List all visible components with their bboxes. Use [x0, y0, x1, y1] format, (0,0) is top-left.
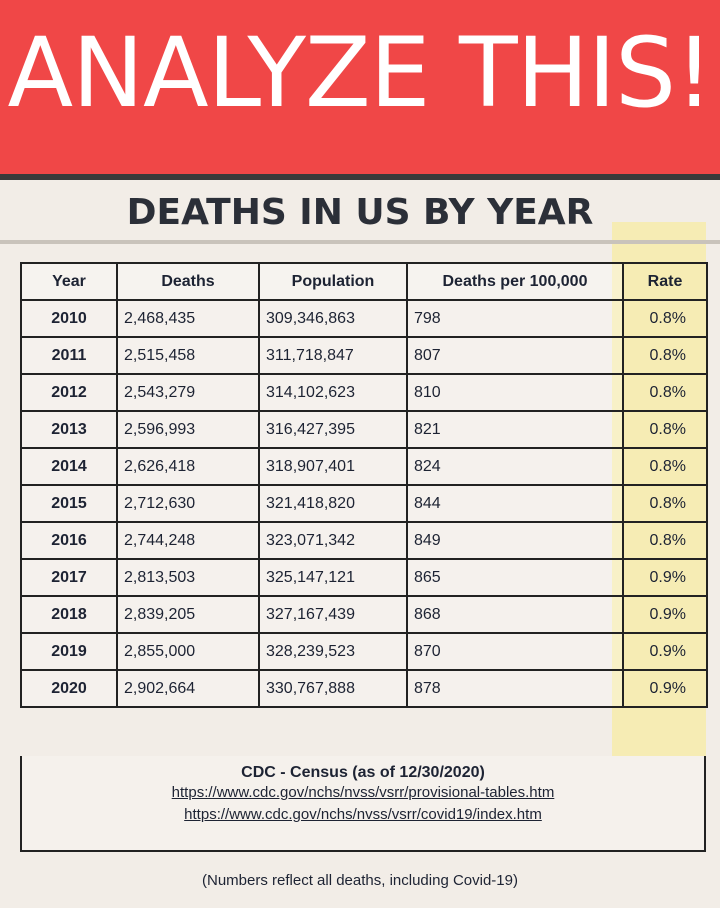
table-row: 2011 2,515,458 311,718,847 807 0.8%: [20, 336, 708, 375]
cell-year: 2017: [20, 558, 118, 597]
cell-deaths: 2,515,458: [116, 336, 260, 375]
cell-deaths-per-100000: 810: [406, 373, 624, 412]
cell-year: 2014: [20, 447, 118, 486]
cell-year: 2013: [20, 410, 118, 449]
table-row: 2017 2,813,503 325,147,121 865 0.9%: [20, 558, 708, 597]
cell-population: 328,239,523: [258, 632, 408, 671]
table-header-row: Year Deaths Population Deaths per 100,00…: [20, 262, 708, 301]
table-row: 2010 2,468,435 309,346,863 798 0.8%: [20, 299, 708, 338]
cell-population: 330,767,888: [258, 669, 408, 708]
cell-deaths: 2,712,630: [116, 484, 260, 523]
cell-deaths-per-100000: 878: [406, 669, 624, 708]
cell-year: 2019: [20, 632, 118, 671]
cell-deaths: 2,543,279: [116, 373, 260, 412]
table-row: 2015 2,712,630 321,418,820 844 0.8%: [20, 484, 708, 523]
cell-rate: 0.9%: [622, 595, 708, 634]
cell-rate: 0.8%: [622, 521, 708, 560]
cell-year: 2010: [20, 299, 118, 338]
cell-population: 314,102,623: [258, 373, 408, 412]
cell-deaths: 2,813,503: [116, 558, 260, 597]
header-rate: Rate: [622, 262, 708, 301]
cell-deaths-per-100000: 824: [406, 447, 624, 486]
cell-deaths: 2,855,000: [116, 632, 260, 671]
table-row: 2018 2,839,205 327,167,439 868 0.9%: [20, 595, 708, 634]
title-divider: [0, 240, 720, 244]
cell-deaths: 2,626,418: [116, 447, 260, 486]
cell-deaths: 2,596,993: [116, 410, 260, 449]
cell-rate: 0.9%: [622, 632, 708, 671]
cell-population: 323,071,342: [258, 521, 408, 560]
cell-year: 2018: [20, 595, 118, 634]
cell-population: 327,167,439: [258, 595, 408, 634]
cell-deaths-per-100000: 821: [406, 410, 624, 449]
header-deaths: Deaths: [116, 262, 260, 301]
cell-deaths: 2,468,435: [116, 299, 260, 338]
cell-rate: 0.8%: [622, 373, 708, 412]
cell-deaths-per-100000: 868: [406, 595, 624, 634]
cell-deaths-per-100000: 807: [406, 336, 624, 375]
source-link-covid19[interactable]: https://www.cdc.gov/nchs/nvss/vsrr/covid…: [184, 806, 542, 823]
cell-deaths: 2,839,205: [116, 595, 260, 634]
cell-deaths-per-100000: 849: [406, 521, 624, 560]
cell-rate: 0.9%: [622, 669, 708, 708]
cell-population: 321,418,820: [258, 484, 408, 523]
banner-headline: ANALYZE THIS!: [7, 17, 713, 129]
source-title: CDC - Census (as of 12/30/2020): [241, 764, 485, 781]
cell-deaths-per-100000: 798: [406, 299, 624, 338]
cell-year: 2015: [20, 484, 118, 523]
cell-population: 316,427,395: [258, 410, 408, 449]
banner: ANALYZE THIS!: [0, 0, 720, 180]
cell-population: 325,147,121: [258, 558, 408, 597]
cell-rate: 0.8%: [622, 410, 708, 449]
table-row: 2019 2,855,000 328,239,523 870 0.9%: [20, 632, 708, 671]
cell-rate: 0.9%: [622, 558, 708, 597]
cell-year: 2012: [20, 373, 118, 412]
cell-year: 2011: [20, 336, 118, 375]
cell-rate: 0.8%: [622, 336, 708, 375]
cell-deaths-per-100000: 844: [406, 484, 624, 523]
cell-rate: 0.8%: [622, 447, 708, 486]
source-link-provisional-tables[interactable]: https://www.cdc.gov/nchs/nvss/vsrr/provi…: [171, 784, 555, 801]
table-row: 2013 2,596,993 316,427,395 821 0.8%: [20, 410, 708, 449]
footnote: (Numbers reflect all deaths, including C…: [202, 872, 518, 889]
table-row: 2014 2,626,418 318,907,401 824 0.8%: [20, 447, 708, 486]
table-row: 2020 2,902,664 330,767,888 878 0.9%: [20, 669, 708, 708]
header-population: Population: [258, 262, 408, 301]
source-box: CDC - Census (as of 12/30/2020) https://…: [20, 756, 706, 852]
cell-population: 309,346,863: [258, 299, 408, 338]
cell-rate: 0.8%: [622, 299, 708, 338]
cell-deaths-per-100000: 865: [406, 558, 624, 597]
cell-deaths: 2,902,664: [116, 669, 260, 708]
table-row: 2016 2,744,248 323,071,342 849 0.8%: [20, 521, 708, 560]
document-title: DEATHS IN US BY YEAR: [126, 192, 594, 233]
cell-rate: 0.8%: [622, 484, 708, 523]
cell-deaths-per-100000: 870: [406, 632, 624, 671]
cell-deaths: 2,744,248: [116, 521, 260, 560]
cell-year: 2020: [20, 669, 118, 708]
cell-year: 2016: [20, 521, 118, 560]
deaths-table: Year Deaths Population Deaths per 100,00…: [20, 262, 708, 708]
cell-population: 311,718,847: [258, 336, 408, 375]
cell-population: 318,907,401: [258, 447, 408, 486]
table-row: 2012 2,543,279 314,102,623 810 0.8%: [20, 373, 708, 412]
header-deaths-per-100000: Deaths per 100,000: [406, 262, 624, 301]
header-year: Year: [20, 262, 118, 301]
